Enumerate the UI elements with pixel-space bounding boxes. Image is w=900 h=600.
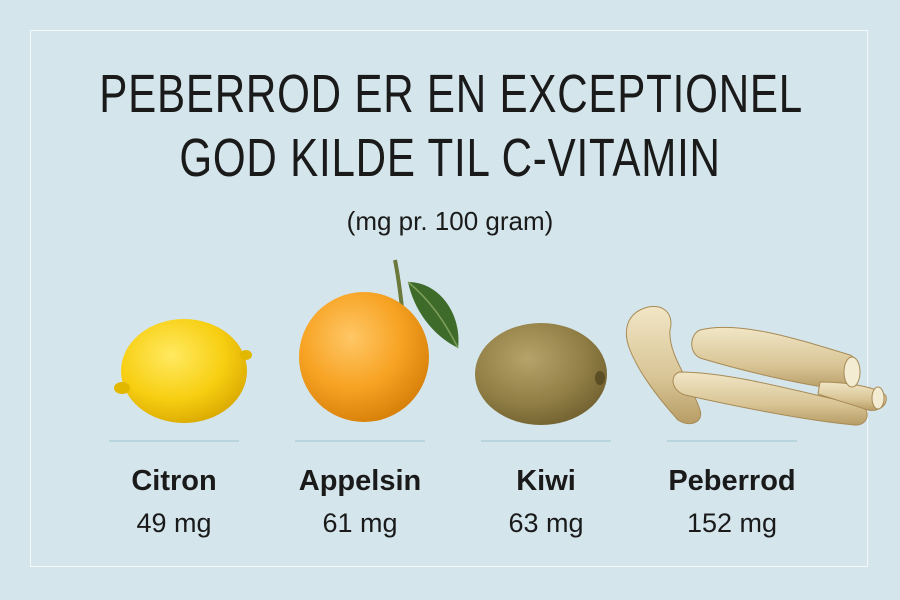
category-label-citron: Citron <box>131 465 216 497</box>
chart-title: PEBERROD ER EN EXCEPTIONEL GOD KILDE TIL… <box>0 62 900 190</box>
horseradish-icon <box>625 305 887 426</box>
value-label-citron: 49 mg <box>136 508 211 538</box>
frame-border <box>30 30 868 567</box>
chart-subtitle: (mg pr. 100 gram) <box>346 206 554 236</box>
value-label-kiwi: 63 mg <box>508 508 583 538</box>
category-label-appelsin: Appelsin <box>299 465 421 497</box>
category-label-kiwi: Kiwi <box>516 465 576 497</box>
chart-title-line-2: GOD KILDE TIL C-VITAMIN <box>179 128 721 188</box>
value-label-appelsin: 61 mg <box>322 508 397 538</box>
kiwi-icon <box>475 323 607 425</box>
category-label-peberrod: Peberrod <box>668 465 795 497</box>
orange-icon <box>299 259 459 422</box>
chart-title-line-1: PEBERROD ER EN EXCEPTIONEL <box>99 64 803 124</box>
value-label-peberrod: 152 mg <box>687 508 777 538</box>
lemon-icon <box>114 319 252 423</box>
